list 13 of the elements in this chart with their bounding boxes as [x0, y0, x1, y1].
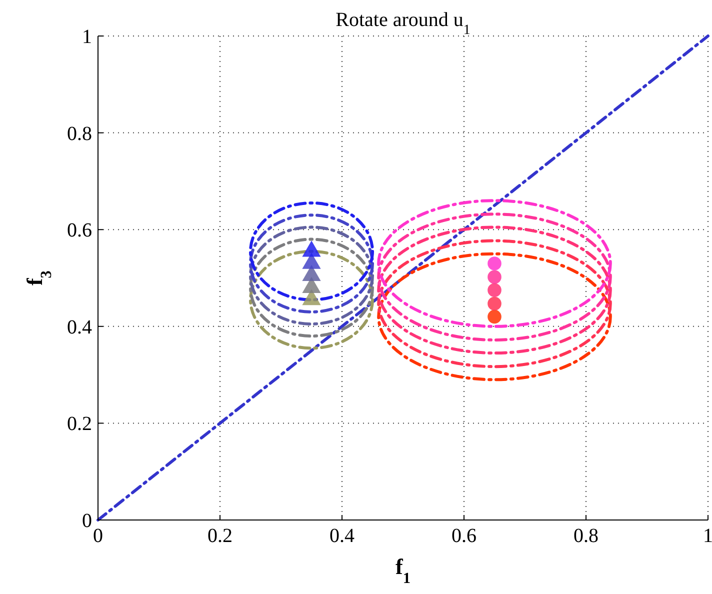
y-tick-label: 0.6: [67, 220, 92, 242]
y-tick-label: 0: [82, 510, 92, 532]
y-tick-label: 1: [82, 26, 92, 48]
x-axis-title: f$_{1}$: [395, 554, 411, 586]
y-tick-label: 0.8: [67, 122, 92, 145]
x-tick-label: 1: [703, 525, 712, 547]
x-tick-label: 0.8: [574, 525, 598, 547]
x-tick-label: 0.4: [330, 525, 354, 547]
y-tick-label: 0.4: [67, 316, 92, 338]
y-tick-label: 0.2: [67, 413, 92, 436]
x-tick-label: 0.2: [208, 525, 232, 547]
chart-title: Rotate around u$_{1}$: [336, 9, 470, 38]
x-tick-label: 0.6: [452, 525, 476, 547]
